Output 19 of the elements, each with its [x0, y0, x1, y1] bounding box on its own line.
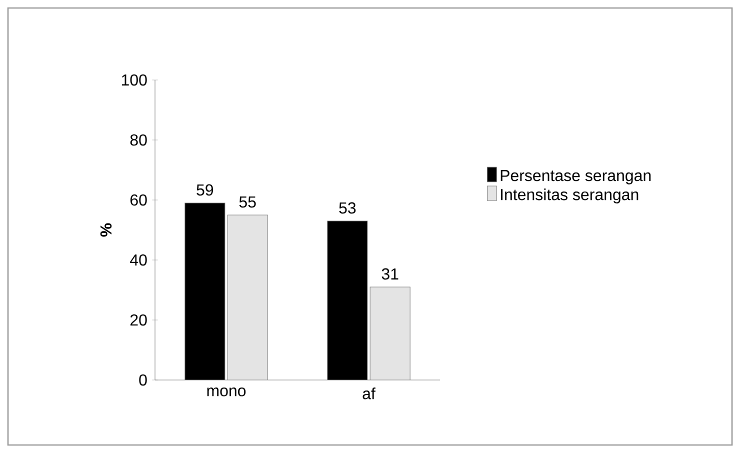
- y-tick-label: 80: [130, 134, 147, 146]
- bar: [327, 220, 368, 380]
- data-label: 59: [196, 184, 214, 196]
- data-label: 31: [382, 268, 398, 280]
- bar: [228, 214, 268, 380]
- legend-label: Intensitas serangan: [501, 188, 638, 204]
- x-tick-label: af: [362, 388, 376, 400]
- y-tick-label: 20: [130, 314, 147, 326]
- bar: [184, 202, 225, 380]
- y-tick-label: 100: [122, 74, 147, 86]
- y-tick-label: 40: [130, 254, 147, 266]
- data-label: 55: [239, 196, 256, 208]
- bar: [370, 286, 410, 380]
- y-axis-title: %: [100, 223, 112, 237]
- y-tick-label: 60: [130, 194, 147, 206]
- legend-label: Persentase serangan: [500, 170, 651, 184]
- data-label: 53: [339, 202, 356, 214]
- y-tick-label: 0: [139, 374, 147, 386]
- x-tick-label: mono: [207, 388, 246, 396]
